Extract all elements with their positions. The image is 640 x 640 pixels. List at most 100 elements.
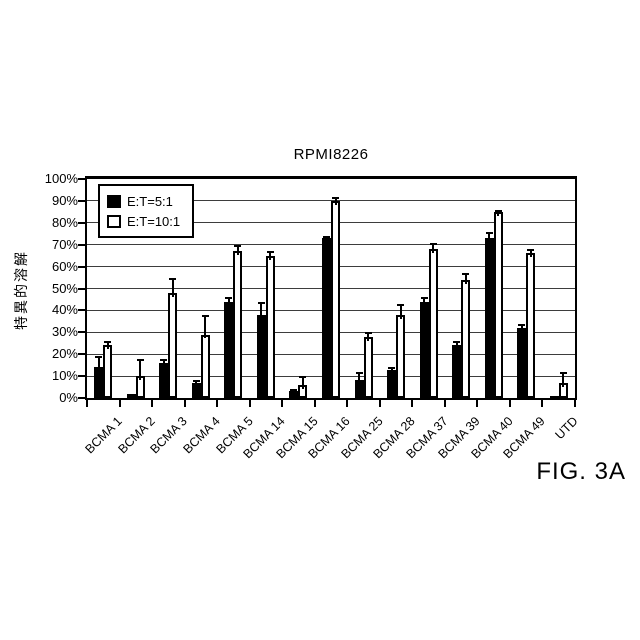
bar-bcma-25-e-t-10-1 xyxy=(363,336,373,398)
bar-bcma-5-e-t-5-1 xyxy=(224,301,234,398)
x-tick-5 xyxy=(248,400,251,407)
x-tick-1 xyxy=(118,400,121,407)
x-tick-12 xyxy=(476,400,479,407)
bar-bcma-5-e-t-10-1 xyxy=(233,251,243,398)
y-tick-label-30: 30% xyxy=(51,324,78,340)
error-bar-utd xyxy=(562,371,565,387)
error-bar-bcma-14 xyxy=(269,251,272,260)
error-bar-bcma-40 xyxy=(497,209,500,216)
y-tick-90 xyxy=(78,199,85,202)
error-bar-cap-bcma-4 xyxy=(192,380,200,383)
error-bar-cap-bcma-15 xyxy=(299,376,307,379)
error-bar-cap-bcma-15 xyxy=(290,389,298,392)
y-tick-label-80: 80% xyxy=(51,214,78,230)
error-bar-bcma-49 xyxy=(520,323,523,332)
error-bar-cap-bcma-16 xyxy=(332,196,339,199)
y-tick-label-0: 0% xyxy=(59,390,78,405)
error-bar-cap-bcma-40 xyxy=(494,209,502,212)
bar-bcma-4-e-t-10-1 xyxy=(200,334,210,398)
x-axis-labels: BCMA 1 BCMA 2 BCMA 3 BCMA 4 BCMA 5 BCMA 14 BCM… xyxy=(83,402,581,492)
error-bar-bcma-28 xyxy=(390,367,393,374)
legend-label-et-10-1: E:T=10:1 xyxy=(127,213,181,229)
error-bar-cap-bcma-25 xyxy=(355,371,363,374)
error-bar-cap-bcma-25 xyxy=(364,332,372,335)
x-tick-10 xyxy=(411,400,414,407)
x-tick-15 xyxy=(574,400,576,407)
error-bar-bcma-1 xyxy=(97,356,100,372)
x-tick-4 xyxy=(216,400,219,407)
error-bar-bcma-5 xyxy=(227,297,230,306)
bar-bcma-28-e-t-10-1 xyxy=(396,314,406,398)
bar-bcma-40-e-t-5-1 xyxy=(484,238,494,398)
y-tick-label-40: 40% xyxy=(51,302,78,318)
y-tick-50 xyxy=(78,287,85,290)
bar-bcma-3-e-t-5-1 xyxy=(159,362,169,398)
error-bar-bcma-39 xyxy=(455,341,458,350)
x-tick-13 xyxy=(508,400,511,407)
bar-bcma-1-e-t-5-1 xyxy=(94,367,104,398)
bar-bcma-49-e-t-10-1 xyxy=(526,253,536,398)
error-bar-bcma-15 xyxy=(292,389,295,396)
legend-item-et-5-1: E:T=5:1 xyxy=(107,191,180,211)
error-bar-bcma-40 xyxy=(488,231,491,243)
y-tick-40 xyxy=(78,309,85,312)
error-bar-bcma-4 xyxy=(195,380,198,387)
error-bar-bcma-37 xyxy=(423,297,426,306)
error-bar-bcma-16 xyxy=(325,235,328,243)
x-tick-6 xyxy=(281,400,284,407)
error-bar-cap-bcma-5 xyxy=(234,244,242,247)
error-bar-bcma-3 xyxy=(171,277,174,297)
error-bar-bcma-28 xyxy=(399,303,402,319)
bar-bcma-1-e-t-10-1 xyxy=(103,345,113,398)
bar-bcma-2-e-t-5-1 xyxy=(126,393,136,398)
error-bar-cap-bcma-39 xyxy=(453,341,461,344)
error-bar-bcma-25 xyxy=(358,371,361,385)
error-bar-bcma-4 xyxy=(204,314,207,339)
bar-utd-e-t-5-1 xyxy=(549,395,559,398)
error-bar-cap-bcma-1 xyxy=(95,356,103,359)
figure-label: FIG. 3A xyxy=(536,458,626,485)
error-bar-cap-bcma-4 xyxy=(201,314,209,317)
error-bar-cap-bcma-16 xyxy=(323,235,330,238)
x-tick-3 xyxy=(183,400,186,407)
error-bar-cap-bcma-3 xyxy=(169,277,177,280)
bar-bcma-14-e-t-5-1 xyxy=(256,314,266,398)
x-tick-14 xyxy=(541,400,544,407)
y-tick-30 xyxy=(78,331,85,334)
error-bar-cap-bcma-49 xyxy=(527,249,535,252)
y-tick-0 xyxy=(78,397,85,399)
bar-bcma-39-e-t-5-1 xyxy=(452,345,462,398)
y-tick-80 xyxy=(78,221,85,224)
error-bar-cap-bcma-3 xyxy=(160,358,168,361)
x-tick-11 xyxy=(443,400,446,407)
error-bar-bcma-25 xyxy=(367,332,370,341)
bar-bcma-3-e-t-10-1 xyxy=(168,292,178,398)
y-tick-100 xyxy=(78,178,85,180)
error-bar-cap-bcma-14 xyxy=(257,301,265,304)
legend: E:T=5:1 E:T=10:1 xyxy=(98,184,195,238)
error-bar-bcma-49 xyxy=(529,249,532,258)
error-bar-bcma-37 xyxy=(432,242,435,254)
y-tick-label-90: 90% xyxy=(51,192,78,208)
x-tick-9 xyxy=(378,400,381,407)
bar-bcma-37-e-t-5-1 xyxy=(419,301,429,398)
y-tick-label-70: 70% xyxy=(51,236,78,252)
x-tick-2 xyxy=(151,400,154,407)
legend-label-et-5-1: E:T=5:1 xyxy=(127,193,173,209)
error-bar-cap-bcma-40 xyxy=(485,231,493,234)
error-bar-bcma-16 xyxy=(334,196,337,205)
error-bar-cap-bcma-39 xyxy=(462,273,470,276)
error-bar-cap-bcma-37 xyxy=(429,242,437,245)
error-bar-bcma-3 xyxy=(162,358,165,367)
error-bar-bcma-1 xyxy=(106,341,109,350)
error-bar-cap-utd xyxy=(559,371,567,374)
x-tick-label-utd: UTD xyxy=(552,414,581,443)
bar-bcma-28-e-t-5-1 xyxy=(387,369,397,398)
y-tick-60 xyxy=(78,265,85,268)
error-bar-cap-bcma-1 xyxy=(104,341,112,344)
y-tick-label-10: 10% xyxy=(51,368,78,384)
bar-bcma-4-e-t-5-1 xyxy=(191,382,201,398)
error-bar-cap-bcma-49 xyxy=(518,323,526,326)
error-bar-cap-bcma-28 xyxy=(397,303,405,306)
